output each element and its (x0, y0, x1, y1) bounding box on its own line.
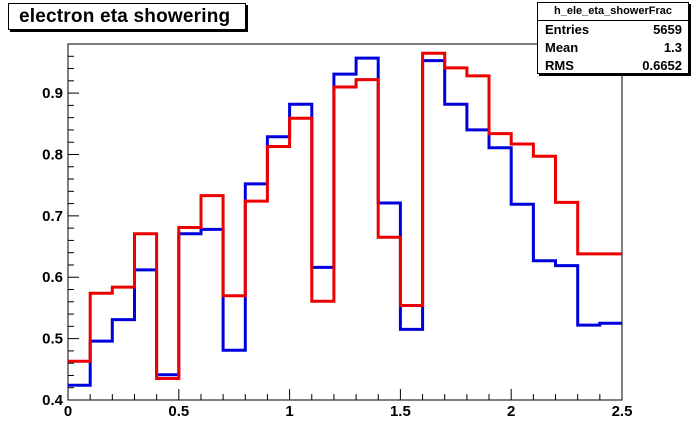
y-tick-label: 0.4 (42, 392, 64, 409)
stats-value: 1.3 (663, 40, 682, 55)
x-tick-label: 0 (64, 403, 72, 420)
stats-box: h_ele_eta_showerFrac Entries 5659 Mean 1… (537, 2, 689, 74)
x-tick-label: 1.5 (390, 403, 411, 420)
y-tick-label: 0.5 (42, 331, 63, 348)
plot-frame (67, 43, 623, 401)
series-layer (68, 51, 622, 387)
x-tick-label: 0.5 (168, 403, 189, 420)
series-line-1 (68, 51, 622, 380)
axis-layer: 0 0.5 1 1.5 2 2.5 0.4 0.5 0.6 0.7 0.8 0.9 (42, 43, 633, 420)
y-tick-label: 0.8 (42, 146, 63, 163)
x-tick-label: 2 (507, 403, 515, 420)
stats-row-rms: RMS 0.6652 (538, 58, 688, 76)
stats-label: Entries (545, 22, 590, 37)
stats-histogram-name: h_ele_eta_showerFrac (538, 3, 688, 21)
stats-value: 5659 (653, 22, 682, 37)
chart-title-box: electron eta showering (8, 3, 246, 30)
chart-title: electron eta showering (19, 6, 231, 27)
y-tick-label: 0.7 (42, 208, 63, 225)
x-tick-label: 2.5 (612, 403, 633, 420)
y-tick-label: 0.9 (42, 85, 63, 102)
y-tick-label: 0.6 (42, 269, 63, 286)
x-tick-label: 1 (285, 403, 293, 420)
stats-value: 0.6652 (642, 58, 682, 73)
series-line-0 (68, 56, 622, 387)
stats-label: Mean (545, 40, 579, 55)
stats-label: RMS (545, 58, 574, 73)
stats-row-entries: Entries 5659 (538, 22, 688, 40)
stats-row-mean: Mean 1.3 (538, 40, 688, 58)
